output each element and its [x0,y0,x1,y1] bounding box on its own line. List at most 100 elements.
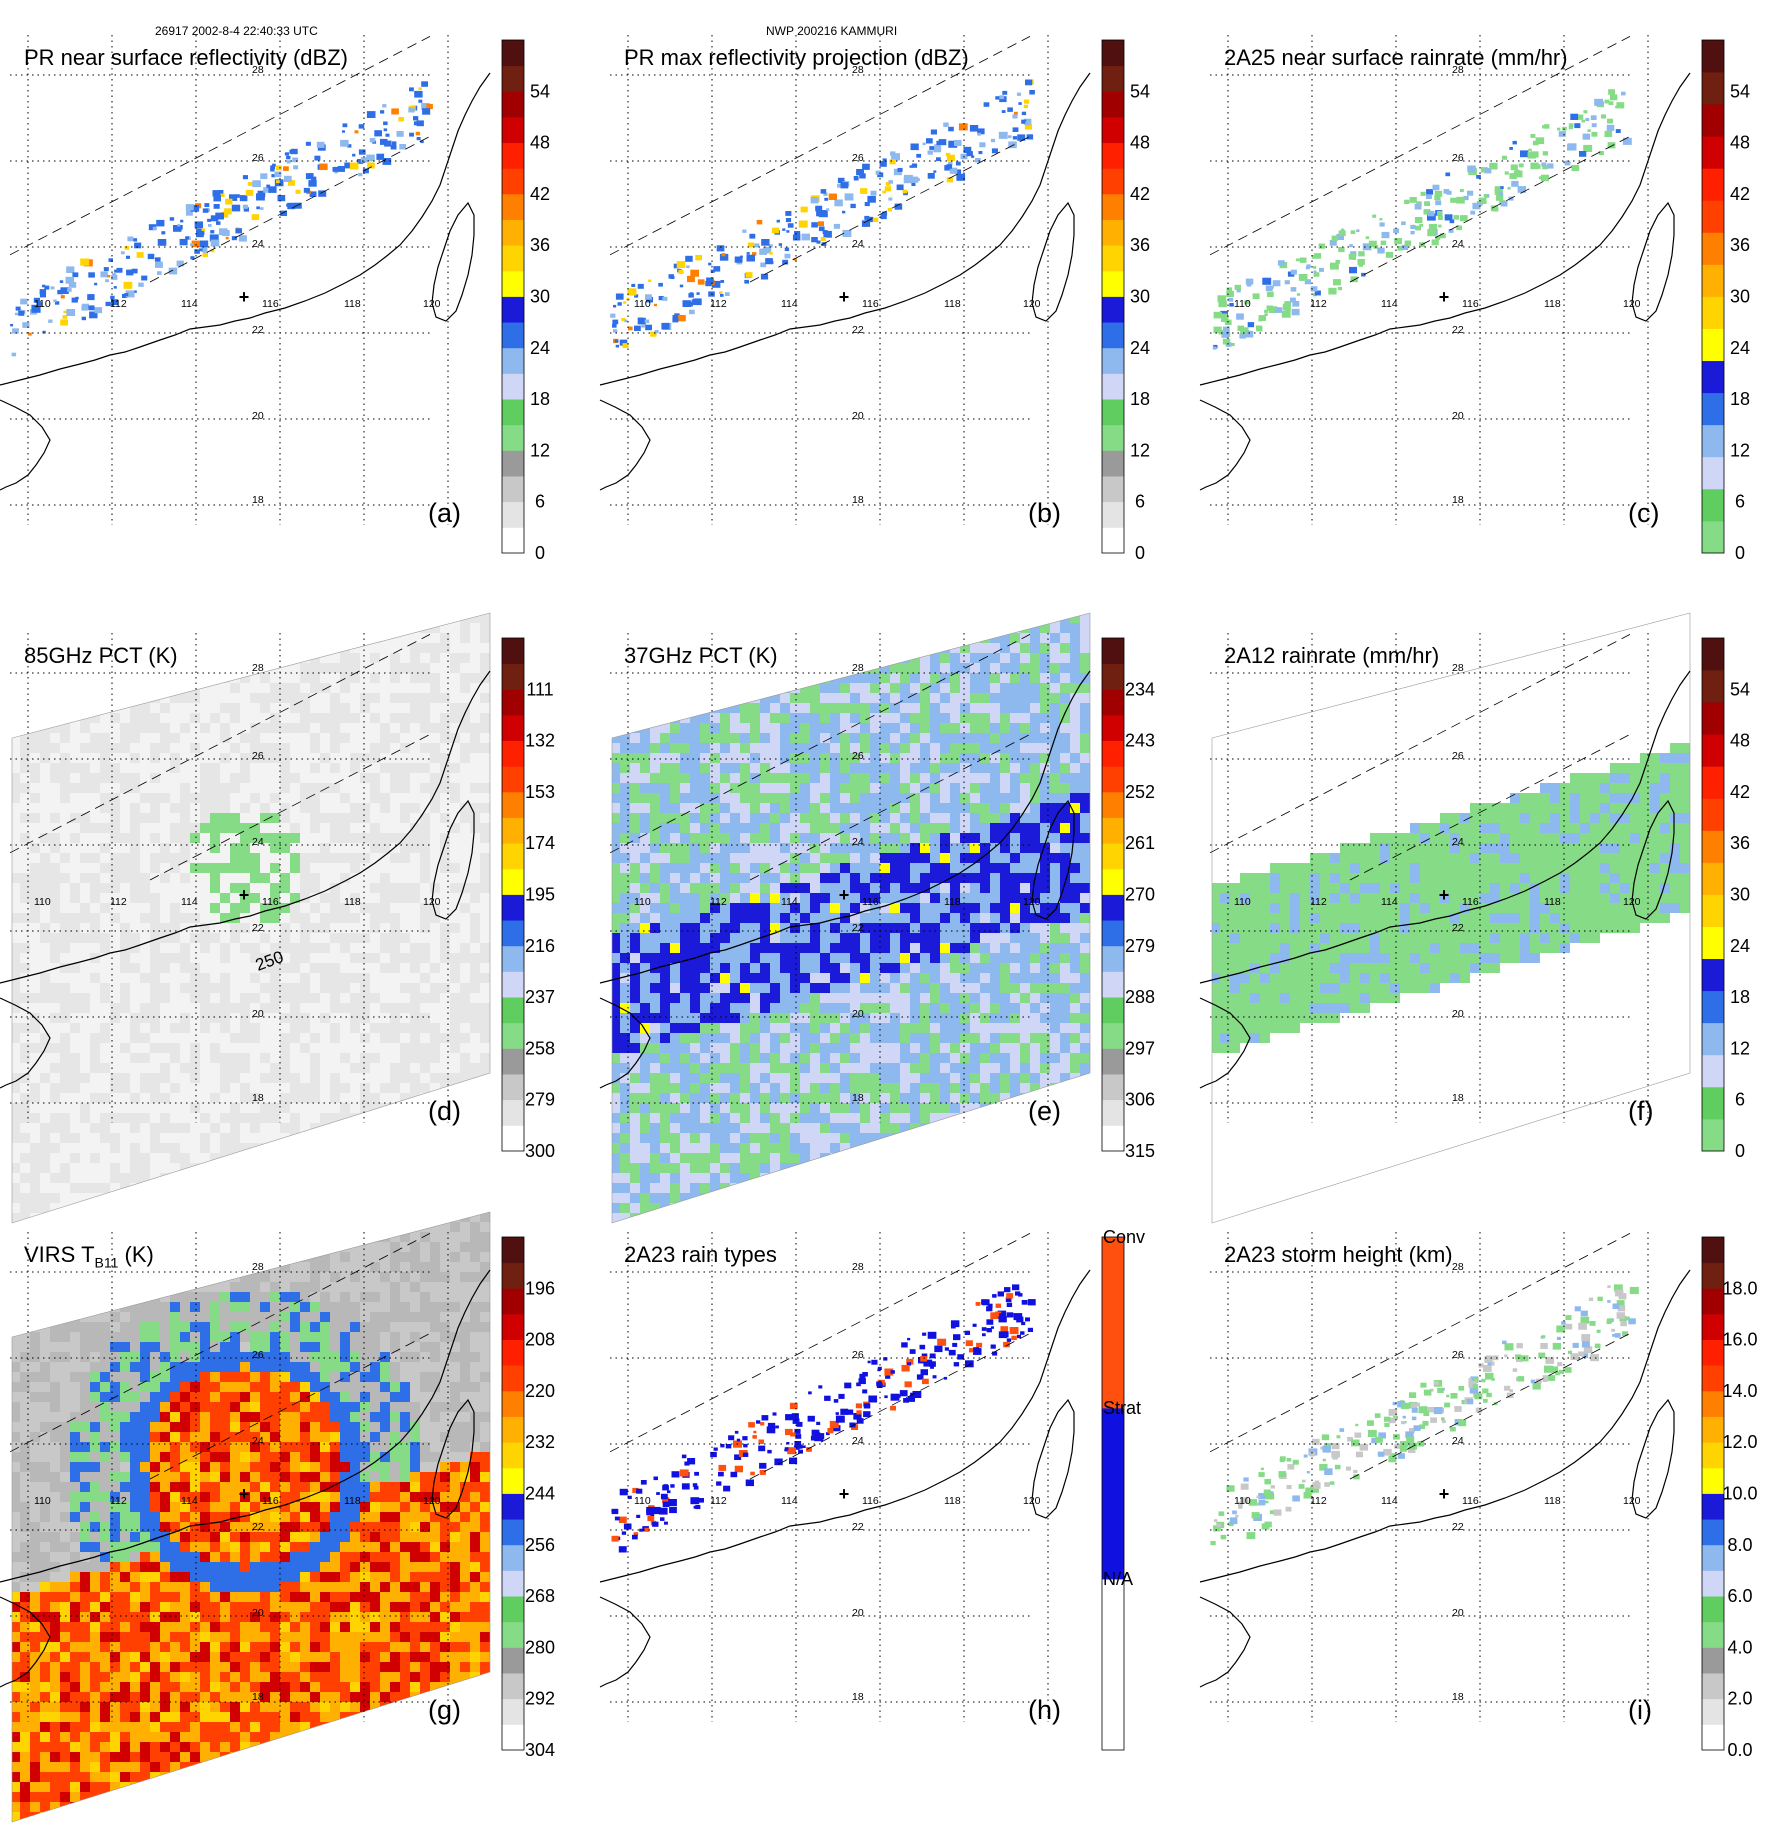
colorbar-label: 30 [1730,885,1750,905]
lon-tick-label: 118 [1544,298,1561,310]
colorbar-label: 36 [530,235,550,255]
lat-tick-label: 26 [1452,152,1464,164]
swath-field-d [0,613,500,1233]
colorbar-label: 12 [1730,440,1750,460]
lon-tick-label: 116 [1462,896,1479,908]
lon-tick-label: 120 [1023,896,1041,908]
lat-tick-label: 24 [252,238,264,250]
panel-letter-label: (h) [1028,1695,1061,1726]
colorbar-label: 14.0 [1722,1381,1757,1401]
panel-title: PR near surface reflectivity (dBZ) [24,45,348,71]
lat-tick-label: 28 [1452,1261,1464,1273]
colorbar-label: 216 [525,936,555,956]
lat-tick-label: 22 [252,1521,264,1533]
lat-tick-label: 28 [1452,662,1464,674]
lat-tick-label: 20 [252,1607,264,1619]
lon-tick-label: 114 [1381,896,1398,908]
lon-tick-label: 116 [1462,1495,1479,1507]
colorbar-label: 6 [535,492,545,512]
panel-title-text: 2A12 rainrate (mm/hr) [1224,643,1439,668]
swath-field-e [600,613,1100,1233]
storm-center-marker: + [839,1484,850,1504]
colorbar-label: 300 [525,1141,555,1161]
lon-tick-label: 110 [1234,1495,1251,1507]
colorbar-label: 24 [530,338,550,358]
lon-tick-label: 114 [781,896,798,908]
panel-letter-label: (a) [428,498,461,529]
lon-tick-label: 110 [1234,896,1251,908]
lat-tick-label: 20 [1452,1607,1464,1619]
lat-tick-label: 26 [852,1349,864,1361]
lat-tick-label: 20 [252,1008,264,1020]
lat-tick-label: 20 [1452,1008,1464,1020]
lat-tick-label: 18 [1452,1092,1464,1104]
colorbar-label: 18 [1730,389,1750,409]
lat-tick-label: 26 [852,152,864,164]
lon-tick-label: 112 [110,298,127,310]
colorbar-label: 12 [1730,1038,1750,1058]
colorbar-label: 304 [525,1740,555,1760]
colorbar-label: 16.0 [1722,1330,1757,1350]
panel-title-text: PR max reflectivity projection (dBZ) [624,45,969,70]
lon-tick-label: 114 [1381,1495,1398,1507]
colorbar-label: 243 [1125,731,1155,751]
lat-tick-label: 24 [852,836,864,848]
colorbar-label: 132 [525,731,555,751]
lon-tick-label: 110 [1234,298,1251,310]
panel-title: 37GHz PCT (K) [624,643,778,669]
lat-tick-label: 20 [252,410,264,422]
lon-tick-label: 110 [634,896,651,908]
lon-tick-label: 118 [944,298,961,310]
colorbar-label: 42 [530,184,550,204]
colorbar-label: 48 [1730,133,1750,153]
lat-tick-label: 28 [852,662,864,674]
colorbar-label: 261 [1125,833,1155,853]
colorbar-label: 252 [1125,782,1155,802]
colorbar-label: 48 [530,133,550,153]
lon-tick-label: 120 [423,298,441,310]
storm-center-marker: + [839,885,850,905]
lat-tick-label: 24 [852,238,864,250]
lon-tick-label: 120 [1023,1495,1041,1507]
colorbar-label: 48 [1730,731,1750,751]
lon-tick-label: 112 [1310,298,1327,310]
colorbar-label: 315 [1125,1141,1155,1161]
lat-tick-label: 26 [252,152,264,164]
lat-tick-label: 26 [1452,750,1464,762]
colorbar-label: 10.0 [1722,1484,1757,1504]
storm-center-marker: + [239,1484,250,1504]
colorbar-label: 48 [1130,133,1150,153]
lat-tick-label: 26 [252,1349,264,1361]
lon-tick-label: 116 [862,1495,879,1507]
lon-tick-label: 118 [944,1495,961,1507]
colorbar-i: 0.02.04.06.08.010.012.014.016.018.0 [1702,1237,1758,1760]
lon-tick-label: 118 [344,298,361,310]
lon-tick-label: 116 [262,896,279,908]
storm-center-marker: + [1439,1484,1450,1504]
colorbar-label: 280 [525,1637,555,1657]
lat-tick-label: 22 [852,324,864,336]
panel-letter-label: (c) [1628,498,1659,529]
lon-tick-label: 112 [1310,1495,1327,1507]
colorbar-label: 54 [1730,679,1750,699]
lat-tick-label: 24 [1452,1435,1464,1447]
colorbar-label: 42 [1730,184,1750,204]
swath-field-f [1200,613,1700,1233]
lon-tick-label: 120 [1623,896,1641,908]
colorbar-label: 279 [1125,936,1155,956]
lat-tick-label: 18 [1452,494,1464,506]
lat-tick-label: 28 [252,662,264,674]
lon-tick-label: 114 [781,1495,798,1507]
